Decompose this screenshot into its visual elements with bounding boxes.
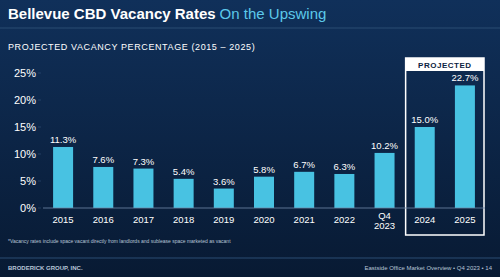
y-tick-label: 15% bbox=[14, 121, 36, 133]
x-tick-label: Q42023 bbox=[374, 210, 395, 231]
data-label: 3.6% bbox=[213, 176, 235, 187]
y-tick-label: 10% bbox=[14, 148, 36, 160]
x-tick-label-line: 2019 bbox=[213, 214, 234, 225]
title-main: Bellevue CBD Vacancy Rates bbox=[8, 5, 216, 22]
projected-box bbox=[406, 58, 484, 235]
title: Bellevue CBD Vacancy RatesOn the Upswing bbox=[8, 5, 326, 22]
bar bbox=[174, 179, 194, 208]
footnote: *Vacancy rates include space vacant dire… bbox=[8, 238, 231, 244]
header-rule bbox=[0, 28, 500, 29]
bar bbox=[375, 153, 395, 208]
page: Bellevue CBD Vacancy RatesOn the Upswing… bbox=[0, 0, 500, 277]
bar bbox=[455, 85, 475, 208]
bar bbox=[415, 127, 435, 208]
y-tick-label: 20% bbox=[14, 94, 36, 106]
data-label: 6.3% bbox=[334, 161, 356, 172]
y-tick bbox=[38, 100, 41, 101]
projected-label-bg bbox=[406, 58, 484, 71]
data-label: 22.7% bbox=[451, 72, 478, 83]
bars bbox=[53, 85, 475, 208]
bar bbox=[133, 169, 153, 208]
bar bbox=[334, 174, 354, 208]
bar bbox=[254, 177, 274, 208]
y-tick-label: 0% bbox=[20, 202, 36, 214]
baseline bbox=[43, 208, 485, 209]
title-accent: On the Upswing bbox=[220, 5, 327, 22]
data-label: 7.3% bbox=[133, 156, 155, 167]
x-tick-label: 2019 bbox=[213, 214, 234, 225]
data-label: 5.8% bbox=[253, 164, 275, 175]
data-label: 6.7% bbox=[293, 159, 315, 170]
bar bbox=[53, 147, 73, 208]
x-tick-label: 2022 bbox=[334, 214, 355, 225]
x-tick-label-line: 2018 bbox=[173, 214, 194, 225]
data-label: 10.2% bbox=[371, 140, 398, 151]
data-label: 15.0% bbox=[411, 114, 438, 125]
bar bbox=[294, 172, 314, 208]
x-tick-label-line: 2025 bbox=[454, 214, 475, 225]
bar bbox=[93, 167, 113, 208]
y-tick bbox=[38, 154, 41, 155]
y-tick-label: 25% bbox=[14, 67, 36, 79]
x-tick-label: 2024 bbox=[414, 214, 435, 225]
x-tick-label-line: 2015 bbox=[53, 214, 74, 225]
data-label: 7.6% bbox=[92, 154, 114, 165]
x-tick-label-line: 2017 bbox=[133, 214, 154, 225]
data-label: 5.4% bbox=[173, 166, 195, 177]
y-tick bbox=[38, 127, 41, 128]
footer-rule bbox=[0, 258, 500, 259]
x-tick-label: 2018 bbox=[173, 214, 194, 225]
x-tick-label: 2021 bbox=[294, 214, 315, 225]
y-tick bbox=[38, 73, 41, 74]
y-tick bbox=[38, 181, 41, 182]
data-label: 11.3% bbox=[50, 134, 77, 145]
background bbox=[0, 0, 500, 277]
x-tick-label-line: 2022 bbox=[334, 214, 355, 225]
y-tick bbox=[38, 208, 41, 209]
footer-right: Eastside Office Market Overview • Q4 202… bbox=[365, 265, 493, 271]
x-tick-label: 2025 bbox=[454, 214, 475, 225]
x-tick-label: 2016 bbox=[93, 214, 114, 225]
x-tick-label-line: 2020 bbox=[253, 214, 274, 225]
annotation: PROJECTED bbox=[418, 61, 471, 70]
chart-title: PROJECTED VACANCY PERCENTAGE (2015 – 202… bbox=[8, 42, 255, 52]
x-tick-label-line: 2024 bbox=[414, 214, 435, 225]
x-tick-label-line: 2016 bbox=[93, 214, 114, 225]
x-tick-label: 2017 bbox=[133, 214, 154, 225]
x-tick-label-line: 2023 bbox=[374, 220, 395, 231]
bar bbox=[214, 189, 234, 208]
footer-left: BRODERICK GROUP, INC. bbox=[8, 265, 83, 271]
y-tick-label: 5% bbox=[20, 175, 36, 187]
x-tick-label: 2015 bbox=[53, 214, 74, 225]
x-tick-label-line: 2021 bbox=[294, 214, 315, 225]
x-tick-label: 2020 bbox=[253, 214, 274, 225]
